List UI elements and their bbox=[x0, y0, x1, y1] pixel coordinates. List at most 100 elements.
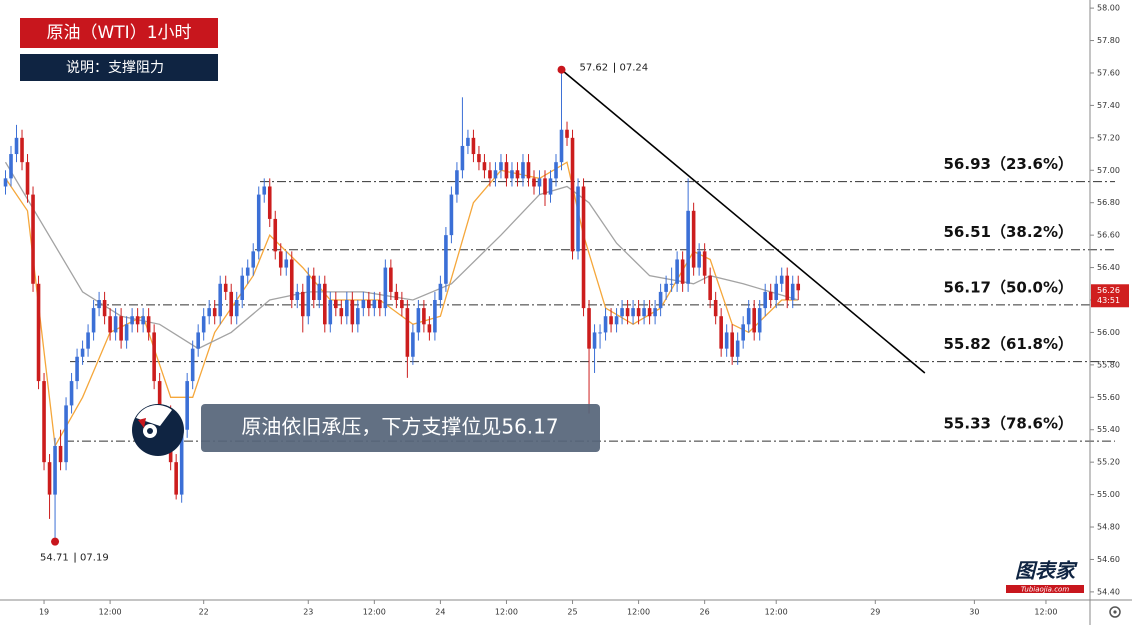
candle-body bbox=[367, 300, 371, 309]
y-tick-label: 57.40 bbox=[1097, 101, 1120, 110]
candle-body bbox=[185, 381, 189, 430]
x-tick-label: 12:00 bbox=[1034, 608, 1057, 617]
extreme-marker bbox=[557, 65, 566, 74]
y-tick-label: 56.60 bbox=[1097, 231, 1120, 240]
candle-body bbox=[642, 308, 646, 317]
candle-body bbox=[598, 332, 602, 334]
candle-body bbox=[763, 291, 768, 309]
candle-body bbox=[201, 316, 206, 333]
candle-body bbox=[702, 251, 707, 276]
candle-body bbox=[537, 178, 542, 187]
candle-body bbox=[273, 218, 278, 252]
candle-body bbox=[295, 291, 300, 300]
y-tick-label: 55.40 bbox=[1097, 425, 1120, 434]
settings-icon[interactable] bbox=[1109, 606, 1121, 618]
candle-body bbox=[730, 332, 734, 357]
candle-body bbox=[444, 235, 448, 284]
candle-body bbox=[724, 332, 729, 349]
candle-body bbox=[80, 348, 85, 357]
candle-body bbox=[686, 210, 690, 284]
extreme-marker bbox=[51, 537, 60, 546]
candle-body bbox=[97, 300, 101, 309]
candle-body bbox=[196, 332, 200, 349]
candle-body bbox=[631, 308, 635, 317]
candle-body bbox=[306, 275, 311, 317]
candle-body bbox=[317, 283, 322, 300]
callout-box bbox=[201, 404, 600, 452]
candle-body bbox=[416, 308, 421, 333]
candle-body bbox=[262, 186, 267, 195]
candle-body bbox=[174, 462, 178, 495]
fib-level-label: 56.93（23.6%） bbox=[944, 155, 1074, 173]
logo-url: Tubiaojia.com bbox=[1021, 586, 1070, 594]
candle-body bbox=[322, 283, 327, 325]
candle-body bbox=[504, 162, 509, 179]
candle-body bbox=[609, 316, 613, 325]
candle-body bbox=[548, 178, 553, 195]
candle-body bbox=[587, 308, 591, 349]
candle-body bbox=[521, 162, 525, 179]
candle-body bbox=[383, 267, 388, 309]
candle-body bbox=[669, 283, 674, 285]
candle-body bbox=[141, 316, 145, 325]
candle-body bbox=[526, 162, 531, 179]
x-tick-label: 29 bbox=[870, 608, 880, 617]
candle-body bbox=[796, 283, 801, 291]
candle-body bbox=[334, 300, 338, 309]
candle-body bbox=[774, 283, 779, 300]
y-tick-label: 57.20 bbox=[1097, 133, 1120, 142]
extreme-value: 54.71 bbox=[40, 553, 69, 564]
candle-body bbox=[135, 316, 140, 325]
candle-body bbox=[779, 275, 784, 284]
last-price: 56.26 bbox=[1097, 286, 1120, 295]
candle-body bbox=[460, 145, 465, 171]
candle-body bbox=[581, 186, 586, 309]
x-tick-label: 26 bbox=[700, 608, 710, 617]
candle-body bbox=[510, 170, 514, 179]
candle-body bbox=[790, 283, 795, 300]
candle-body bbox=[31, 194, 35, 284]
candle-body bbox=[499, 162, 503, 171]
candle-body bbox=[559, 129, 564, 163]
candle-body bbox=[466, 137, 470, 146]
candle-body bbox=[757, 308, 762, 333]
trend-line bbox=[561, 69, 926, 374]
y-tick-label: 57.00 bbox=[1097, 166, 1120, 175]
candle-body bbox=[433, 300, 437, 333]
candle-body bbox=[350, 300, 355, 325]
candle-body bbox=[256, 194, 261, 252]
mascot bbox=[132, 404, 184, 456]
x-tick-label: 22 bbox=[199, 608, 209, 617]
candle-body bbox=[719, 316, 723, 349]
y-tick-label: 55.80 bbox=[1097, 360, 1120, 369]
y-tick-label: 57.60 bbox=[1097, 68, 1120, 77]
last-price-box bbox=[1091, 284, 1129, 308]
candle-body bbox=[471, 137, 476, 155]
candle-body bbox=[245, 267, 250, 276]
candle-body bbox=[438, 283, 443, 300]
candle-body bbox=[75, 356, 79, 382]
y-tick-label: 55.60 bbox=[1097, 393, 1120, 402]
x-tick-label: 24 bbox=[435, 608, 445, 617]
fib-level-label: 55.33（78.6%） bbox=[944, 415, 1074, 433]
x-tick-label: 12:00 bbox=[627, 608, 650, 617]
candle-body bbox=[102, 300, 107, 317]
x-tick-label: 25 bbox=[567, 608, 577, 617]
x-tick-label: 30 bbox=[969, 608, 979, 617]
candle-body bbox=[339, 308, 344, 317]
candle-body bbox=[267, 186, 272, 219]
candle-body bbox=[614, 316, 619, 325]
candle-body bbox=[603, 316, 608, 333]
candle-body bbox=[592, 332, 597, 349]
y-tick-label: 55.20 bbox=[1097, 458, 1120, 467]
chart-subtitle: 说明：支撑阻力 bbox=[66, 60, 164, 76]
x-tick-label: 23 bbox=[303, 608, 313, 617]
logo: 图表家 Tubiaojia.com bbox=[1006, 559, 1084, 594]
candle-body bbox=[284, 259, 289, 268]
y-tick-label: 54.60 bbox=[1097, 555, 1120, 564]
y-tick-label: 55.00 bbox=[1097, 490, 1120, 499]
candle-body bbox=[680, 259, 685, 284]
candle-body bbox=[223, 283, 228, 292]
y-tick-label: 54.40 bbox=[1097, 587, 1120, 596]
